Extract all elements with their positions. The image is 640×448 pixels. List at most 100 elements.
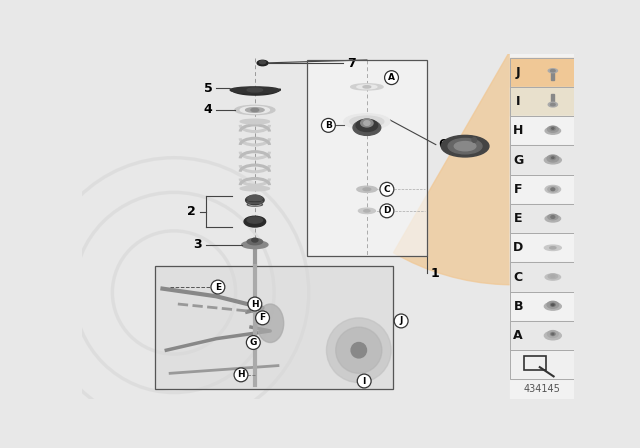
Ellipse shape <box>550 69 555 72</box>
Circle shape <box>385 71 399 85</box>
Circle shape <box>380 204 394 218</box>
Ellipse shape <box>547 155 559 162</box>
Text: H: H <box>513 124 524 137</box>
Ellipse shape <box>545 274 561 280</box>
Ellipse shape <box>548 69 557 73</box>
Text: 434145: 434145 <box>524 383 561 394</box>
Bar <box>551 94 554 104</box>
Bar <box>511 58 575 87</box>
Ellipse shape <box>550 126 556 130</box>
Circle shape <box>255 311 269 325</box>
Text: 3: 3 <box>193 238 202 251</box>
Circle shape <box>211 280 225 294</box>
Text: G: G <box>513 154 524 167</box>
Ellipse shape <box>240 119 269 124</box>
Text: D: D <box>383 207 390 215</box>
Ellipse shape <box>353 120 381 135</box>
Ellipse shape <box>551 215 555 218</box>
Ellipse shape <box>545 245 561 250</box>
Bar <box>511 87 575 116</box>
Ellipse shape <box>545 302 561 310</box>
Bar <box>511 116 575 146</box>
Ellipse shape <box>547 126 558 132</box>
Text: 2: 2 <box>187 205 196 218</box>
Ellipse shape <box>547 302 559 308</box>
Circle shape <box>248 297 262 311</box>
Ellipse shape <box>441 135 489 157</box>
Ellipse shape <box>257 60 268 66</box>
Ellipse shape <box>550 156 556 159</box>
Ellipse shape <box>364 121 370 125</box>
Ellipse shape <box>545 156 561 164</box>
Bar <box>511 292 575 321</box>
Ellipse shape <box>246 195 264 205</box>
Text: 6: 6 <box>438 138 447 151</box>
Ellipse shape <box>259 60 266 64</box>
Text: A: A <box>513 329 523 342</box>
Ellipse shape <box>551 188 555 191</box>
Ellipse shape <box>246 108 264 112</box>
Text: 1: 1 <box>431 267 439 280</box>
Bar <box>511 292 575 321</box>
Ellipse shape <box>550 332 555 336</box>
Text: G: G <box>250 338 257 347</box>
Ellipse shape <box>350 116 384 127</box>
Ellipse shape <box>548 102 557 107</box>
Text: 5: 5 <box>204 82 212 95</box>
Bar <box>511 204 575 233</box>
Text: B: B <box>513 300 523 313</box>
Bar <box>307 60 427 256</box>
Ellipse shape <box>240 186 269 191</box>
Bar <box>511 87 575 116</box>
Ellipse shape <box>257 304 284 343</box>
Ellipse shape <box>351 84 383 90</box>
Text: C: C <box>514 271 523 284</box>
Bar <box>511 321 575 350</box>
Circle shape <box>234 368 248 382</box>
Ellipse shape <box>550 103 555 106</box>
Circle shape <box>351 343 367 358</box>
Ellipse shape <box>363 188 371 191</box>
Ellipse shape <box>552 128 554 129</box>
Bar <box>524 356 546 370</box>
Ellipse shape <box>547 331 558 337</box>
Bar <box>511 233 575 263</box>
Bar <box>155 266 394 389</box>
Text: F: F <box>514 183 522 196</box>
Bar <box>307 60 427 256</box>
Circle shape <box>321 118 335 132</box>
Text: D: D <box>513 241 524 254</box>
Circle shape <box>326 318 391 383</box>
Ellipse shape <box>545 127 561 134</box>
Text: B: B <box>325 121 332 130</box>
Text: 4: 4 <box>204 103 212 116</box>
Ellipse shape <box>545 332 561 340</box>
Circle shape <box>380 182 394 196</box>
Ellipse shape <box>344 114 390 129</box>
Ellipse shape <box>552 304 554 306</box>
Bar <box>511 146 575 175</box>
Bar <box>511 263 575 292</box>
Bar <box>511 350 575 379</box>
Ellipse shape <box>548 274 557 279</box>
Bar <box>511 175 575 204</box>
Ellipse shape <box>454 142 476 151</box>
Circle shape <box>246 336 260 349</box>
Ellipse shape <box>247 238 262 245</box>
Text: H: H <box>251 300 259 309</box>
Ellipse shape <box>550 247 556 249</box>
Circle shape <box>394 314 408 328</box>
Ellipse shape <box>356 119 378 132</box>
Text: E: E <box>215 283 221 292</box>
Ellipse shape <box>230 87 280 93</box>
Text: F: F <box>259 313 266 323</box>
Bar <box>511 350 575 379</box>
Bar <box>511 146 575 175</box>
Bar <box>511 58 575 87</box>
Ellipse shape <box>235 105 275 115</box>
Ellipse shape <box>361 119 373 127</box>
Wedge shape <box>394 46 640 285</box>
Ellipse shape <box>240 107 269 113</box>
Ellipse shape <box>363 86 371 88</box>
Ellipse shape <box>548 214 558 220</box>
